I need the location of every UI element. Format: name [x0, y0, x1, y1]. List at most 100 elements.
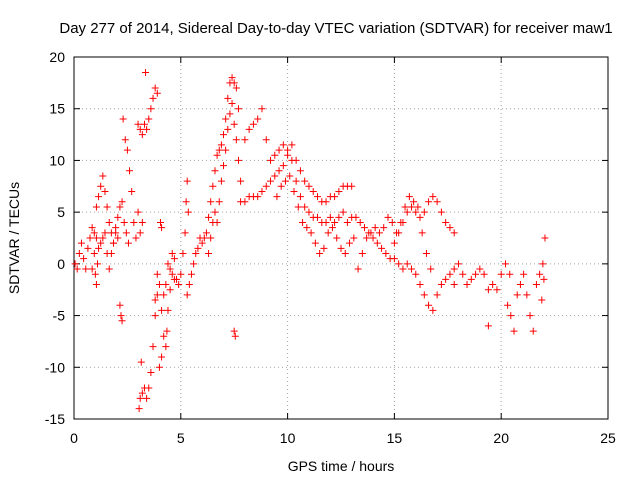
data-point [168, 250, 176, 258]
data-point [399, 265, 407, 273]
data-point [446, 270, 454, 278]
data-point [91, 270, 99, 278]
data-point [213, 151, 221, 159]
data-point [354, 265, 362, 273]
data-point [124, 239, 132, 247]
data-point [97, 239, 105, 247]
data-point [472, 270, 480, 278]
data-point [290, 187, 298, 195]
data-point [425, 198, 433, 206]
data-point [99, 172, 107, 180]
data-point [162, 281, 170, 289]
data-point [136, 229, 144, 237]
data-point [170, 255, 178, 263]
data-point [230, 327, 238, 335]
data-point [523, 291, 531, 299]
data-point [128, 187, 136, 195]
data-point [254, 193, 262, 201]
data-point [179, 250, 187, 258]
data-point [153, 89, 161, 97]
data-point [450, 281, 458, 289]
data-point [118, 198, 126, 206]
data-point [183, 177, 191, 185]
data-point [296, 167, 304, 175]
data-point [198, 239, 206, 247]
data-point [322, 198, 330, 206]
data-point [288, 156, 296, 164]
series-arc-17to20 [450, 260, 514, 330]
data-point [299, 218, 307, 226]
data-point [459, 270, 467, 278]
data-point [230, 120, 238, 128]
data-point [382, 250, 390, 258]
data-point [380, 224, 388, 232]
data-point [352, 213, 360, 221]
data-point [112, 224, 120, 232]
data-point [88, 224, 96, 232]
series-arc-13to17 [343, 213, 458, 314]
series-arc-7to10 [237, 141, 356, 206]
data-point [450, 229, 458, 237]
data-point [118, 317, 126, 325]
x-tick-label: 10 [280, 430, 296, 446]
data-point [101, 187, 109, 195]
data-point [399, 218, 407, 226]
data-point [442, 218, 450, 226]
data-point [365, 229, 373, 237]
data-point [183, 291, 191, 299]
data-point [513, 291, 521, 299]
data-point [314, 213, 322, 221]
data-point [107, 250, 115, 258]
data-point [136, 394, 144, 402]
data-point [539, 260, 547, 268]
data-point [416, 281, 424, 289]
data-point [170, 275, 178, 283]
data-point [95, 193, 103, 201]
data-point [155, 281, 163, 289]
x-tick-label: 5 [177, 430, 185, 446]
data-point [322, 218, 330, 226]
y-tick-label: 10 [49, 152, 65, 168]
data-point [326, 213, 334, 221]
data-point [497, 270, 505, 278]
series-arc-8to11-upper [241, 105, 347, 226]
data-point [245, 125, 253, 133]
data-point [97, 182, 105, 190]
data-point [254, 115, 262, 123]
data-point [277, 182, 285, 190]
data-point [77, 239, 85, 247]
data-point [217, 177, 225, 185]
data-point [309, 187, 317, 195]
data-point [501, 260, 509, 268]
data-point [516, 281, 524, 289]
data-point [510, 327, 518, 335]
data-point [414, 203, 422, 211]
data-point [160, 332, 168, 340]
data-point [122, 229, 130, 237]
data-point [350, 234, 358, 242]
data-point [507, 312, 515, 320]
data-point [121, 136, 129, 144]
x-tick-labels: 0 5 10 15 20 25 [70, 430, 616, 446]
data-point [164, 306, 172, 314]
data-point [433, 291, 441, 299]
data-point [153, 291, 161, 299]
data-point [476, 265, 484, 273]
data-point [153, 270, 161, 278]
data-point [185, 281, 193, 289]
series-arc-15to18 [390, 193, 458, 247]
data-point [420, 291, 428, 299]
data-point [258, 187, 266, 195]
data-point [407, 203, 415, 211]
data-point [147, 368, 155, 376]
data-point [184, 208, 192, 216]
data-point [463, 281, 471, 289]
data-point [166, 286, 174, 294]
data-point [271, 172, 279, 180]
data-point [95, 244, 103, 252]
data-point [371, 224, 379, 232]
data-point [207, 234, 215, 242]
data-point [331, 218, 339, 226]
data-point [157, 218, 165, 226]
